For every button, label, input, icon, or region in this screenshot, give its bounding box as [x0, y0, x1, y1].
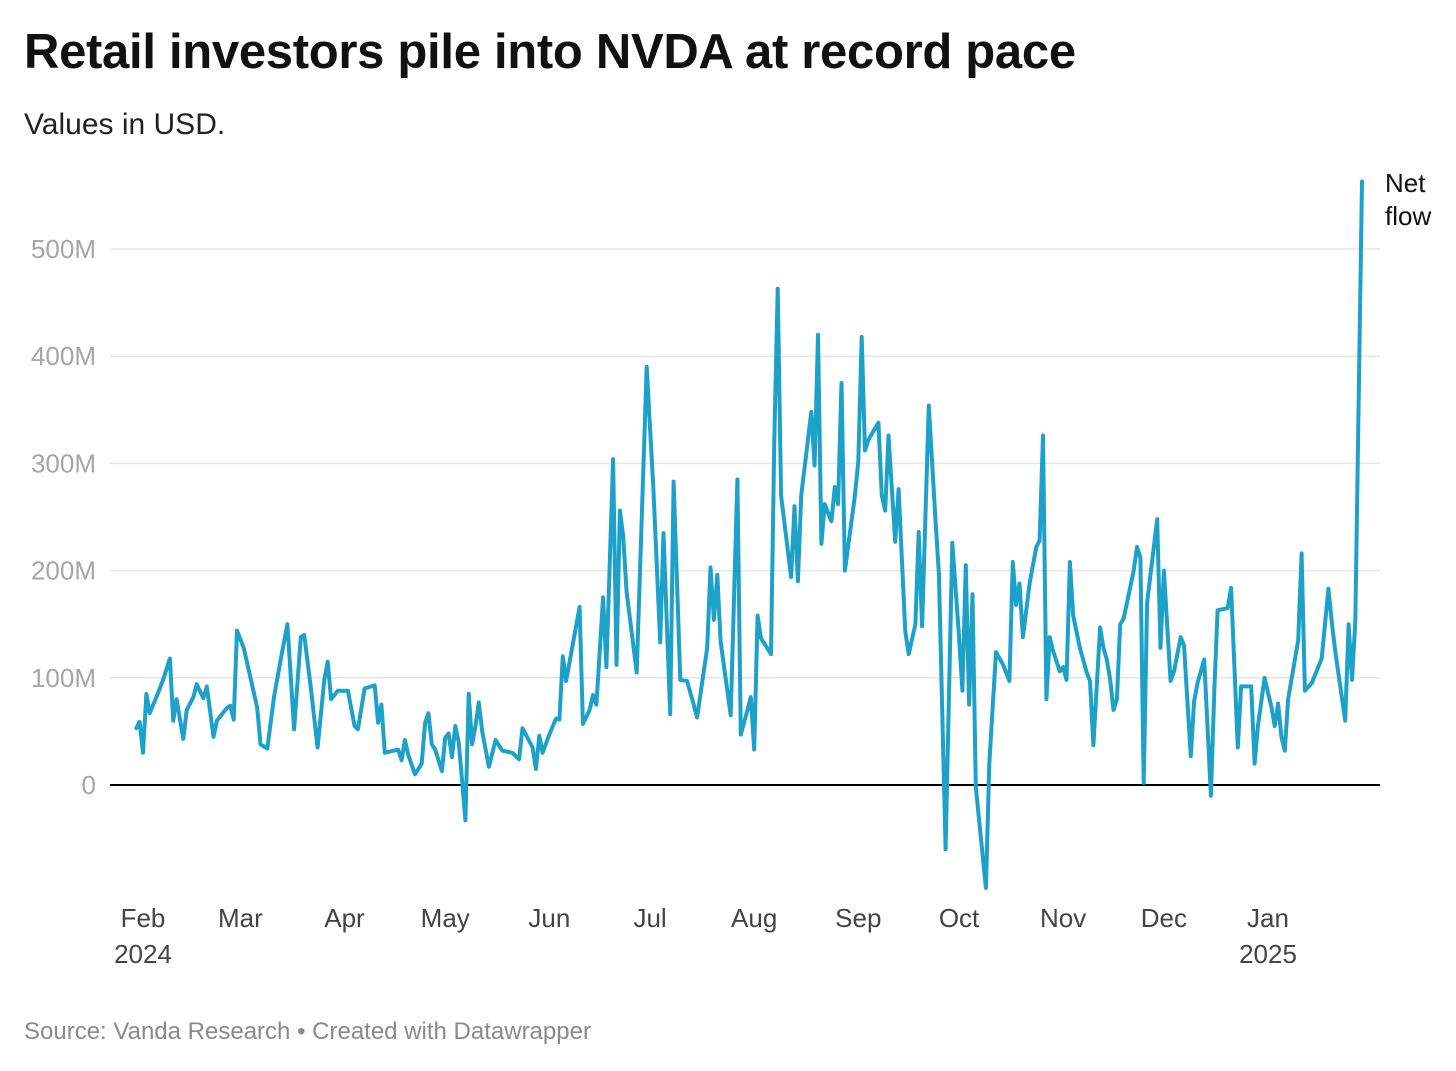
- x-tick-label: Feb: [121, 903, 166, 933]
- y-tick-label: 300M: [31, 448, 96, 478]
- y-tick-label: 100M: [31, 663, 96, 693]
- x-tick-label: Jun: [528, 903, 570, 933]
- y-tick-label: 500M: [31, 234, 96, 264]
- x-tick-label: Dec: [1141, 903, 1187, 933]
- x-tick-label: Sep: [835, 903, 881, 933]
- x-tick-label: Aug: [731, 903, 777, 933]
- x-tick-year-label: 2024: [114, 939, 172, 969]
- x-tick-year-label: 2025: [1239, 939, 1297, 969]
- series-label: flow: [1385, 201, 1431, 231]
- y-axis-ticks: 0 100M 200M 300M 400M 500M: [31, 234, 96, 800]
- x-axis-ticks: Feb 2024 Mar Apr May Jun Jul Aug Sep Oct Nov Dec Jan…: [114, 903, 1297, 969]
- line-chart: 0 100M 200M 300M 400M 500M Feb 2024 Mar Apr May Ju…: [31, 168, 1432, 969]
- series-layer: [134, 179, 1364, 890]
- credit-link[interactable]: Created with Datawrapper: [312, 1018, 591, 1045]
- y-tick-label: 200M: [31, 556, 96, 586]
- y-tick-label: 400M: [31, 341, 96, 371]
- chart-subtitle: Values in USD.: [24, 108, 226, 141]
- x-tick-label: Oct: [939, 903, 980, 933]
- series-label: Net: [1385, 168, 1426, 198]
- x-tick-label: Jul: [633, 903, 666, 933]
- series-line-net-flow: [134, 179, 1364, 890]
- chart-footer: Source: Vanda Research • Created with Da…: [24, 1014, 591, 1050]
- x-tick-label: Mar: [218, 903, 263, 933]
- gridlines: [110, 248, 1380, 786]
- chart-title: Retail investors pile into NVDA at recor…: [24, 25, 1076, 79]
- x-tick-label: May: [421, 903, 470, 933]
- x-tick-label: Nov: [1040, 903, 1086, 933]
- y-tick-label: 0: [82, 770, 96, 800]
- x-tick-label: Jan: [1247, 903, 1289, 933]
- source-note: Source: Vanda Research: [24, 1018, 291, 1045]
- footer-separator: •: [297, 1018, 306, 1045]
- x-tick-label: Apr: [324, 903, 365, 933]
